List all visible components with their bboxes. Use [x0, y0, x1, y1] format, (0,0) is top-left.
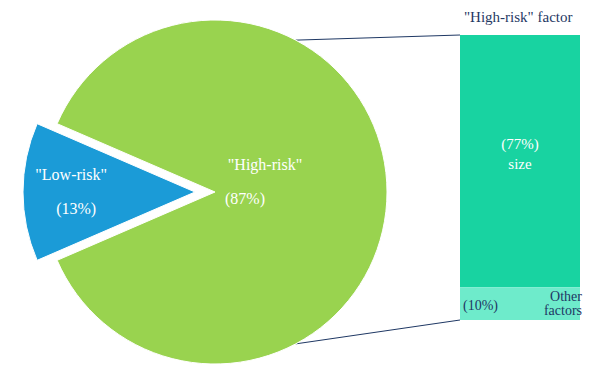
slice-value-label: (13%) [56, 200, 96, 218]
segment-label-line: factors [544, 303, 582, 318]
slice-label: "High-risk" [228, 156, 302, 174]
slice-label: "Low-risk" [35, 166, 107, 183]
segment-label: size [508, 156, 532, 172]
breakdown-title: "High-risk" factor [464, 9, 572, 25]
chart-container: "Low-risk" (13%) "High-risk" (87%) "High-ris… [0, 0, 600, 386]
slice-value-label: (87%) [225, 190, 265, 208]
chart-svg: "Low-risk" (13%) "High-risk" (87%) "High-ris… [0, 0, 600, 386]
connector-line [296, 35, 460, 40]
breakdown-segment [460, 35, 580, 287]
segment-label: Otherfactors [544, 289, 582, 318]
segment-label-line: Other [550, 289, 582, 304]
segment-value-label: (10%) [463, 298, 498, 314]
segment-value-label: (77%) [501, 136, 539, 153]
pie-slice [57, 20, 387, 364]
